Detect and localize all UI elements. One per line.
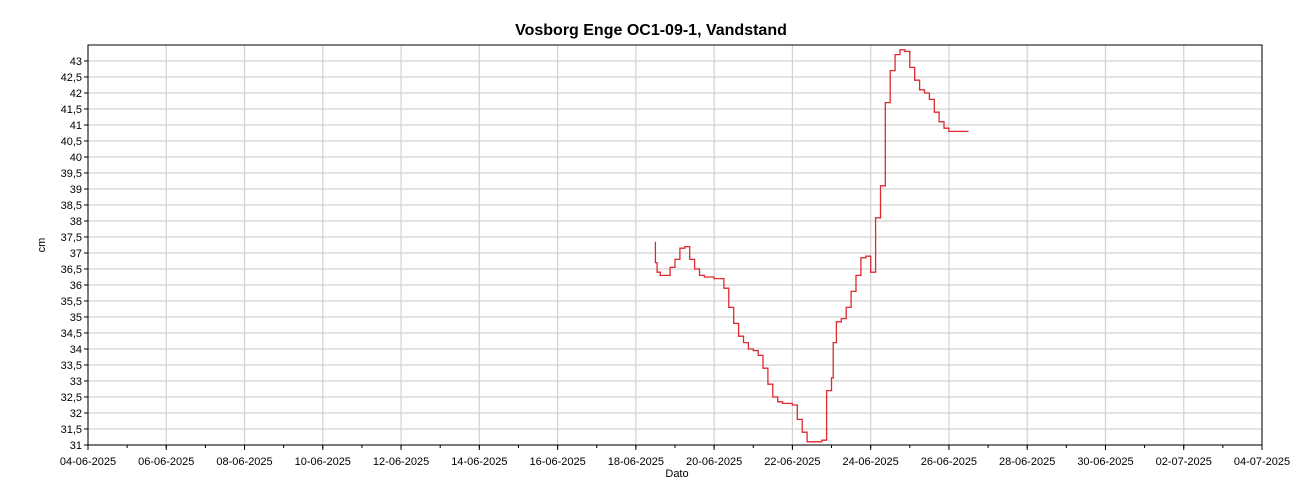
- y-tick-label: 31,5: [61, 424, 82, 436]
- y-axis-label: cm: [36, 238, 48, 253]
- x-axis-label: Dato: [665, 468, 688, 480]
- x-tick-label: 10-06-2025: [295, 456, 351, 468]
- y-tick-label: 40: [70, 152, 82, 164]
- y-tick-label: 34,5: [61, 328, 82, 340]
- x-tick-label: 08-06-2025: [216, 456, 272, 468]
- y-tick-label: 43: [70, 56, 82, 68]
- y-tick-label: 36,5: [61, 264, 82, 276]
- x-tick-label: 12-06-2025: [373, 456, 429, 468]
- y-tick-label: 42,5: [61, 72, 82, 84]
- x-tick-label: 04-07-2025: [1234, 456, 1290, 468]
- y-axis-ticks: 31 31,5 32 32,5 33 33,5 34 34,5 35 35,5 36 36,5 37 37…: [61, 56, 88, 452]
- y-tick-label: 33: [70, 376, 82, 388]
- y-tick-label: 32: [70, 408, 82, 420]
- y-tick-label: 31: [70, 440, 82, 452]
- x-tick-label: 28-06-2025: [999, 456, 1055, 468]
- y-tick-label: 42: [70, 88, 82, 100]
- x-tick-label: 20-06-2025: [686, 456, 742, 468]
- grid: [87, 45, 1263, 446]
- x-axis-ticks: 04-06-2025 06-06-2025 08-06-2025 10-06-2025…: [60, 445, 1290, 468]
- x-tick-label: 02-07-2025: [1156, 456, 1212, 468]
- chart-title: Vosborg Enge OC1-09-1, Vandstand: [515, 22, 787, 39]
- y-tick-label: 41: [70, 120, 82, 132]
- y-tick-label: 38: [70, 216, 82, 228]
- y-tick-label: 40,5: [61, 136, 82, 148]
- x-tick-label: 06-06-2025: [138, 456, 194, 468]
- y-tick-label: 39,5: [61, 168, 82, 180]
- y-tick-label: 37: [70, 248, 82, 260]
- y-tick-label: 35: [70, 312, 82, 324]
- series-line: [654, 49, 969, 443]
- x-tick-label: 26-06-2025: [921, 456, 977, 468]
- y-tick-label: 37,5: [61, 232, 82, 244]
- y-tick-label: 34: [70, 344, 82, 356]
- x-tick-label: 22-06-2025: [764, 456, 820, 468]
- y-tick-label: 39: [70, 184, 82, 196]
- y-tick-label: 36: [70, 280, 82, 292]
- y-tick-label: 32,5: [61, 392, 82, 404]
- y-tick-label: 41,5: [61, 104, 82, 116]
- x-tick-label: 04-06-2025: [60, 456, 116, 468]
- plot-frame: [87, 44, 1263, 446]
- y-tick-label: 38,5: [61, 200, 82, 212]
- y-tick-label: 35,5: [61, 296, 82, 308]
- series-layer: [654, 49, 969, 443]
- x-tick-label: 30-06-2025: [1077, 456, 1133, 468]
- plot-area: [88, 45, 1262, 445]
- x-tick-label: 18-06-2025: [608, 456, 664, 468]
- x-tick-label: 24-06-2025: [843, 456, 899, 468]
- x-tick-label: 14-06-2025: [451, 456, 507, 468]
- x-tick-label: 16-06-2025: [529, 456, 585, 468]
- y-tick-label: 33,5: [61, 360, 82, 372]
